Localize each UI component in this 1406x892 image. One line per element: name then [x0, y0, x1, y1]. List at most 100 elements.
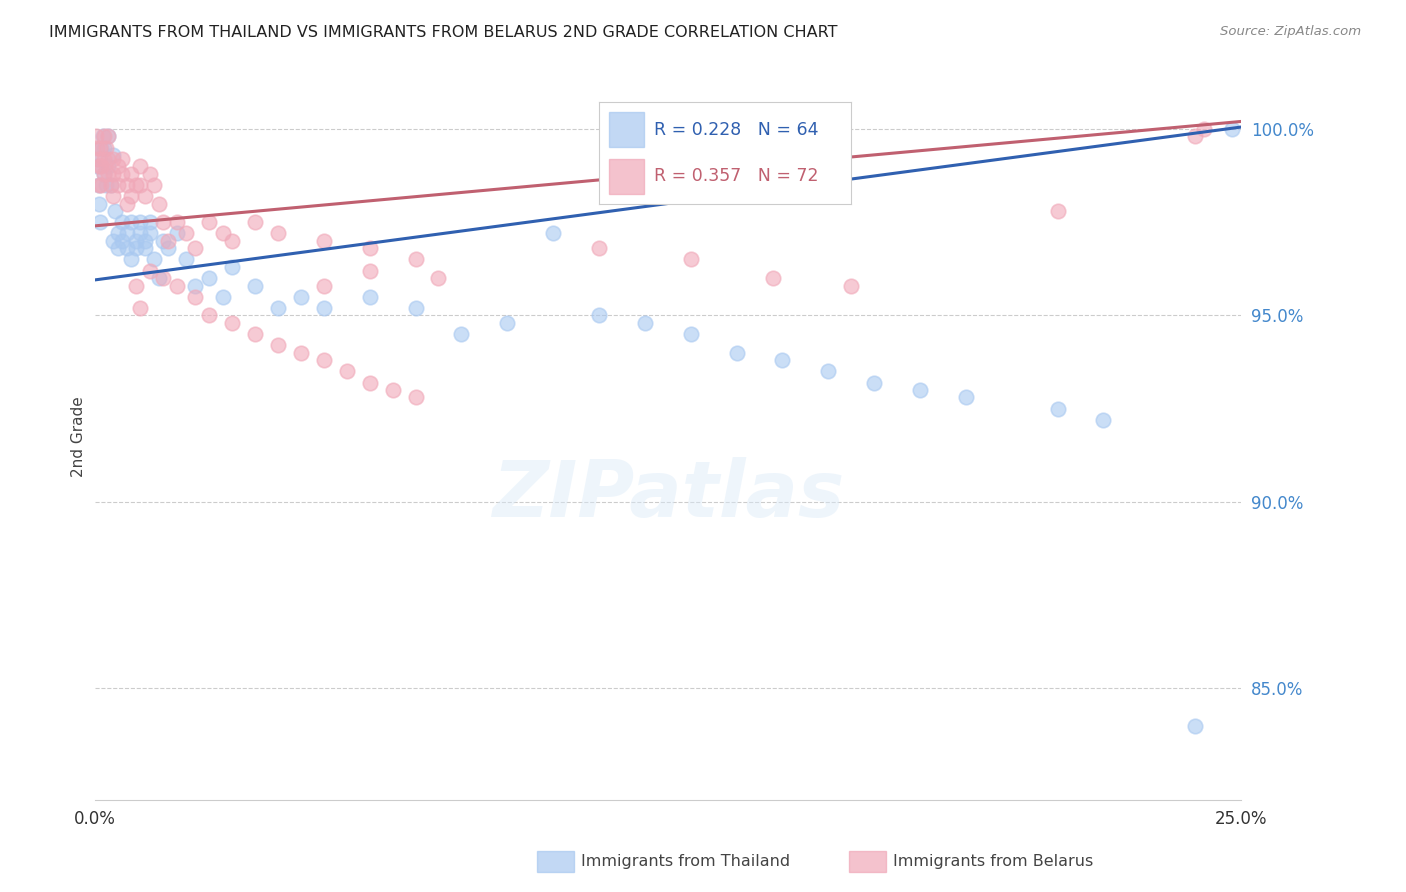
Point: [212, 290, 235, 304]
Point: [1220, 122, 1243, 136]
Text: Immigrants from Belarus: Immigrants from Belarus: [893, 855, 1092, 869]
Point: [134, 234, 156, 248]
Point: [267, 227, 290, 241]
Point: [97, 167, 120, 181]
Point: [94, 178, 117, 192]
Point: [125, 241, 148, 255]
Point: [138, 227, 160, 241]
Point: [93, 140, 115, 154]
Point: [212, 227, 235, 241]
Point: [496, 316, 519, 330]
Point: [101, 234, 124, 248]
Point: [156, 241, 179, 255]
Point: [762, 271, 785, 285]
Point: [97, 129, 120, 144]
Point: [87, 152, 110, 166]
Text: Immigrants from Thailand: Immigrants from Thailand: [581, 855, 790, 869]
Point: [427, 271, 450, 285]
Point: [148, 196, 170, 211]
Point: [134, 189, 156, 203]
Point: [405, 391, 427, 405]
Point: [290, 345, 312, 359]
Point: [89, 178, 111, 192]
Point: [90, 159, 112, 173]
Point: [129, 301, 152, 315]
Point: [107, 227, 129, 241]
Point: [89, 140, 111, 154]
Point: [93, 167, 115, 181]
Point: [198, 271, 221, 285]
Point: [955, 391, 977, 405]
Point: [450, 326, 472, 341]
Point: [129, 178, 152, 192]
Point: [1046, 204, 1069, 219]
Point: [588, 309, 610, 323]
Point: [143, 252, 166, 267]
Point: [84, 129, 107, 144]
Point: [93, 129, 115, 144]
Point: [129, 227, 152, 241]
Point: [125, 278, 148, 293]
Point: [725, 345, 748, 359]
Point: [120, 189, 142, 203]
Point: [97, 152, 120, 166]
Point: [97, 159, 120, 173]
Text: Source: ZipAtlas.com: Source: ZipAtlas.com: [1220, 25, 1361, 38]
Point: [359, 263, 381, 277]
Point: [243, 326, 266, 341]
Point: [100, 178, 122, 192]
Point: [405, 301, 427, 315]
Point: [1184, 129, 1206, 144]
Point: [679, 252, 702, 267]
Point: [115, 196, 138, 211]
Point: [90, 140, 112, 154]
Point: [312, 278, 335, 293]
Point: [359, 376, 381, 390]
Point: [101, 148, 124, 162]
Point: [93, 167, 115, 181]
Point: [115, 227, 138, 241]
Point: [86, 140, 108, 154]
Point: [100, 178, 122, 192]
Point: [267, 301, 290, 315]
Point: [908, 383, 931, 397]
Point: [243, 278, 266, 293]
Point: [89, 178, 111, 192]
Point: [107, 159, 129, 173]
Point: [125, 178, 148, 192]
Point: [312, 301, 335, 315]
Point: [381, 383, 404, 397]
Point: [405, 252, 427, 267]
Point: [184, 290, 207, 304]
Point: [120, 167, 142, 181]
Point: [143, 178, 166, 192]
Point: [115, 178, 138, 192]
Point: [156, 234, 179, 248]
Point: [817, 364, 839, 378]
Point: [138, 215, 160, 229]
Point: [97, 129, 120, 144]
Point: [198, 215, 221, 229]
Point: [111, 215, 134, 229]
Point: [120, 252, 142, 267]
Point: [101, 152, 124, 166]
Point: [125, 234, 148, 248]
Point: [94, 140, 117, 154]
Point: [138, 167, 160, 181]
Point: [312, 353, 335, 368]
Point: [107, 241, 129, 255]
Point: [89, 159, 111, 173]
Point: [359, 290, 381, 304]
Point: [148, 271, 170, 285]
Point: [89, 196, 111, 211]
Point: [839, 278, 862, 293]
Point: [1194, 122, 1216, 136]
Point: [1184, 718, 1206, 732]
Point: [770, 353, 793, 368]
Point: [129, 215, 152, 229]
Point: [359, 241, 381, 255]
Point: [90, 178, 112, 192]
Point: [221, 234, 243, 248]
Text: ZIPatlas: ZIPatlas: [492, 457, 844, 533]
Point: [174, 252, 197, 267]
